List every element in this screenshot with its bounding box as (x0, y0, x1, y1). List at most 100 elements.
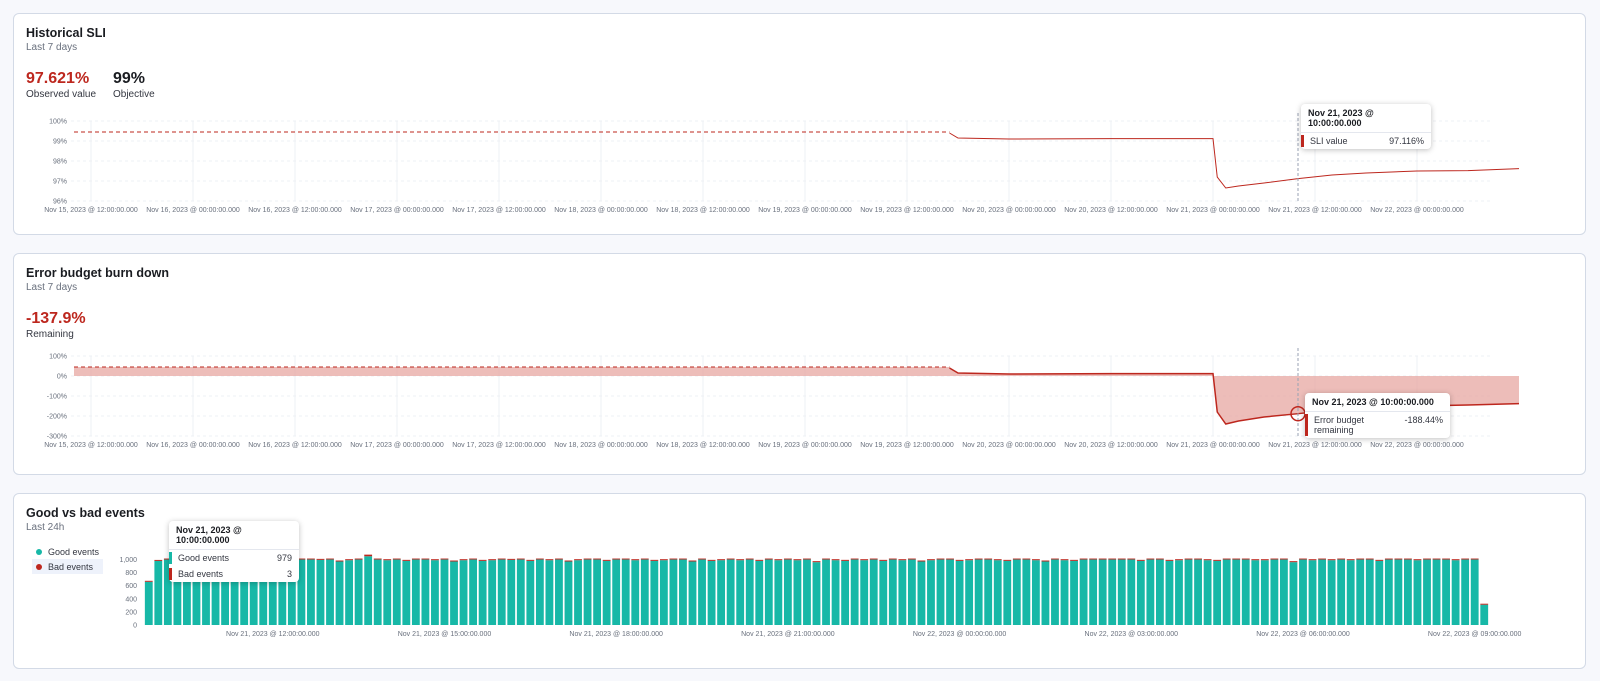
good-events-bar (936, 559, 945, 625)
bad-events-bar (1470, 558, 1479, 560)
good-events-bar (1232, 559, 1241, 625)
bad-events-bar (450, 560, 458, 562)
good-events-bar (1060, 560, 1069, 625)
bad-events-bar (1051, 558, 1059, 560)
good-bad-events-chart[interactable]: 1,000 800 600 400 200 0 Nov 21, 2023 @ 12:00:0… (14, 494, 1585, 668)
bad-events-bar (879, 559, 888, 561)
good-events-bar (1318, 559, 1326, 625)
legend-item-good-events[interactable]: Good events (32, 544, 103, 559)
bad-events-bar (1222, 558, 1231, 560)
x-tick-label: Nov 16, 2023 @ 12:00:00.000 (248, 442, 342, 449)
bad-events-bar (1308, 559, 1317, 561)
x-tick-label: Nov 21, 2023 @ 21:00:00.000 (741, 631, 835, 638)
good-events-bar (841, 560, 850, 625)
good-events-bar (688, 561, 697, 625)
good-events-bar (316, 559, 325, 625)
budget-area (74, 367, 1519, 424)
good-events-bar (1108, 559, 1117, 625)
good-events-bar (1384, 559, 1393, 625)
bad-events-bar (602, 559, 611, 561)
bad-events-bar (469, 558, 478, 560)
error-budget-panel: Error budget burn down Last 7 days -137.… (13, 253, 1586, 475)
y-tick-label: 400 (125, 596, 137, 603)
bad-events-bar (745, 558, 754, 560)
bad-events-bar (1413, 559, 1422, 561)
bad-events-bar (1461, 558, 1470, 560)
bad-events-bar (755, 559, 764, 561)
sli-chart[interactable]: 100% 99% 98% 97% 96%Nov 15, 2023 @ 12:00:00.… (14, 14, 1585, 234)
sli-tooltip: Nov 21, 2023 @ 10:00:00.000 SLI value 97… (1301, 104, 1431, 149)
bad-events-bar (431, 559, 439, 561)
error-budget-chart[interactable]: 100% 0% -100% -200% -300%Nov 15, 2023 @ 12:0… (14, 254, 1585, 474)
y-tick-label: 1,000 (119, 557, 137, 564)
good-events-bar (1222, 559, 1231, 625)
x-tick-label: Nov 22, 2023 @ 00:00:00.000 (1370, 207, 1464, 214)
bad-events-bar (984, 558, 993, 560)
bad-events-bar (1136, 559, 1145, 561)
good-events-bar (1089, 559, 1098, 625)
good-events-bar (144, 581, 153, 625)
good-events-bar (1146, 559, 1155, 625)
bad-events-bar (583, 558, 592, 560)
observed-value-metric: 97.621% Observed value (26, 70, 96, 100)
bad-events-bar (1251, 559, 1260, 561)
good-events-bar (1241, 559, 1250, 625)
panel-subtitle: Last 24h (26, 522, 65, 533)
good-events-bar (698, 559, 706, 625)
bad-events-bar (1012, 558, 1021, 560)
bad-events-bar (354, 558, 363, 560)
y-tick-label: 0% (57, 374, 67, 381)
error-budget-tooltip: Nov 21, 2023 @ 10:00:00.000 Error budget… (1305, 393, 1450, 438)
legend-item-bad-events[interactable]: Bad events (32, 559, 104, 574)
good-events-bar (965, 560, 974, 625)
x-tick-label: Nov 16, 2023 @ 12:00:00.000 (248, 207, 342, 214)
bad-events-bar (1404, 558, 1412, 560)
good-events-bar (1289, 562, 1298, 625)
good-events-bar (1117, 559, 1126, 625)
x-tick-label: Nov 18, 2023 @ 00:00:00.000 (554, 442, 648, 449)
remaining-label: Remaining (26, 329, 74, 340)
bad-events-bar (717, 559, 726, 561)
good-events-bar (497, 559, 506, 625)
bad-events-bar (869, 558, 878, 560)
bad-events-bar (326, 558, 334, 560)
good-events-bar (154, 560, 163, 625)
good-events-bar (287, 560, 296, 625)
tooltip-header: Nov 21, 2023 @ 10:00:00.000 (1305, 393, 1450, 412)
good-events-bar (1461, 559, 1470, 625)
good-events-bar (459, 560, 468, 625)
objective-value: 99% (113, 70, 146, 87)
bad-events-bar (707, 559, 716, 561)
bad-events-bar (1451, 559, 1460, 561)
good-events-bar (526, 560, 535, 625)
bad-events-bar (917, 560, 926, 562)
good-events-bar (1299, 559, 1307, 625)
bad-events-bar (831, 559, 840, 561)
bad-events-bar (1165, 559, 1174, 561)
good-events-bar (354, 559, 363, 625)
good-events-bar (793, 560, 802, 625)
bad-events-bar (335, 560, 344, 562)
objective-metric: 99% Objective (113, 70, 155, 100)
good-events-bar (850, 559, 859, 625)
good-events-bar (879, 560, 888, 625)
y-tick-label: 200 (125, 609, 137, 616)
good-events-bar (469, 559, 478, 625)
bad-events-bar (364, 554, 373, 557)
good-events-bar (555, 559, 563, 625)
panel-title: Good vs bad events (26, 506, 145, 520)
bad-events-dot-icon (36, 563, 42, 570)
series-line (949, 132, 1520, 189)
bad-events-bar (812, 561, 821, 563)
x-tick-label: Nov 19, 2023 @ 00:00:00.000 (758, 442, 852, 449)
bad-events-bar (1480, 603, 1489, 605)
bad-events-bar (793, 559, 802, 561)
good-events-bar (593, 559, 602, 625)
tooltip-label: Good events (178, 553, 230, 563)
y-tick-label: -200% (47, 414, 67, 421)
y-tick-label: 100% (49, 119, 67, 126)
chart-legend: Good events Bad events (32, 544, 104, 574)
y-tick-label: 97% (53, 179, 67, 186)
good-events-bar (163, 559, 172, 625)
good-events-bar (1337, 559, 1346, 625)
